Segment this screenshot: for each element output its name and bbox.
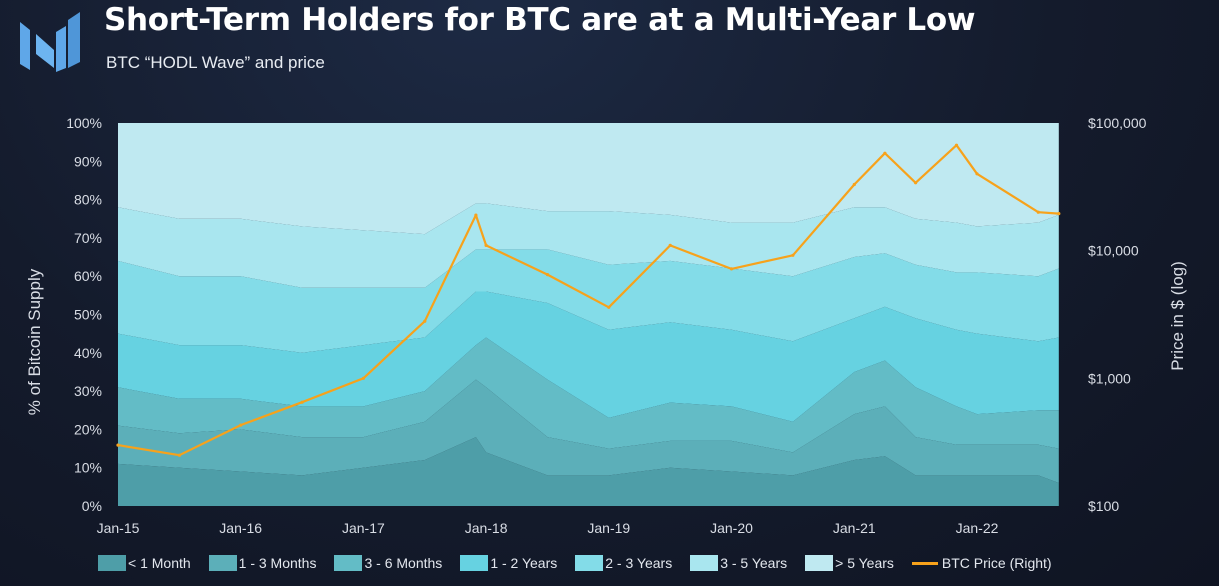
btc-price-point: [300, 400, 304, 404]
left-tick-label: 10%: [74, 460, 102, 476]
legend-swatch: [460, 555, 489, 571]
btc-price-point: [474, 213, 478, 217]
btc-price-point: [177, 453, 181, 457]
band-1-3-months: [118, 379, 1059, 483]
band-layer: [118, 123, 1059, 506]
btc-price-point: [484, 243, 488, 247]
btc-price-point: [423, 319, 427, 323]
legend-label: 1 - 3 Months: [238, 555, 317, 571]
x-tick-label: Jan-18: [465, 520, 508, 536]
x-tick-label: Jan-15: [97, 520, 140, 536]
logo-right-bar: [68, 12, 80, 68]
btc-price-line: [117, 144, 1059, 457]
btc-price-point: [729, 267, 734, 271]
btc-price-point: [883, 151, 887, 155]
legend-swatch: [334, 555, 363, 571]
btc-price-point: [914, 181, 918, 185]
band-3-6-months: [118, 337, 1059, 453]
left-tick-label: 90%: [74, 153, 102, 169]
left-tick-label: 60%: [74, 268, 102, 284]
logo-middle-right-bar: [56, 26, 66, 72]
right-axis-ticks: $100 $1,000 $10,000 $100,000: [1088, 115, 1147, 514]
legend-label: 3 - 5 Years: [720, 555, 788, 571]
left-axis-label: % of Bitcoin Supply: [25, 268, 44, 415]
btc-price-point: [852, 182, 856, 187]
legend-label: < 1 Month: [128, 555, 191, 571]
legend-item: < 1 Month: [98, 555, 191, 571]
legend-swatch: [208, 555, 237, 571]
legend-label: 1 - 2 Years: [490, 555, 558, 571]
band-2-3-years: [118, 249, 1059, 353]
btc-price-point: [668, 243, 672, 247]
legend-swatch: [98, 555, 126, 571]
left-tick-label: 100%: [66, 115, 102, 131]
legend-label: 2 - 3 Years: [605, 555, 673, 571]
legend-item: 1 - 2 Years: [460, 555, 557, 571]
chart-legend: < 1 Month 1 - 3 Months 3 - 6 Months 1 - 2 Y…: [98, 553, 1070, 573]
right-tick-label: $10,000: [1088, 243, 1139, 259]
x-tick-label: Jan-19: [587, 520, 630, 536]
legend-item: 2 - 3 Years: [575, 555, 672, 571]
btc-price-point: [116, 443, 120, 447]
band-5-years: [118, 123, 1059, 235]
btc-price-point: [239, 423, 243, 427]
logo-middle-bar: [36, 34, 54, 68]
btc-price-point: [791, 253, 795, 257]
right-tick-label: $1,000: [1088, 370, 1131, 386]
x-tick-label: Jan-21: [833, 520, 876, 536]
x-tick-label: Jan-22: [956, 520, 999, 536]
left-tick-label: 20%: [74, 421, 102, 437]
band-1-2-years: [118, 291, 1059, 422]
x-tick-label: Jan-20: [710, 520, 753, 536]
btc-price-point: [1036, 210, 1040, 214]
price-layer: [116, 143, 1061, 457]
left-tick-label: 70%: [74, 230, 102, 246]
left-axis-ticks: 0% 10% 20% 30% 40% 50% 60% 70% 80% 90% 100%: [66, 115, 102, 514]
btc-price-point: [361, 376, 365, 380]
x-tick-label: Jan-16: [219, 520, 262, 536]
legend-line-swatch: [911, 561, 938, 565]
left-tick-label: 50%: [74, 307, 102, 323]
btc-price-point: [975, 172, 979, 176]
btc-price-point: [954, 143, 959, 147]
right-tick-label: $100: [1088, 498, 1119, 514]
btc-price-point: [545, 273, 550, 277]
left-tick-label: 0%: [82, 498, 102, 514]
legend-swatch: [575, 555, 604, 571]
right-tick-label: $100,000: [1088, 115, 1147, 131]
legend-item: > 5 Years: [805, 555, 894, 571]
legend-swatch: [690, 555, 719, 571]
left-tick-label: 30%: [74, 383, 102, 399]
legend-item: 1 - 3 Months: [208, 555, 317, 571]
band-3-5-years: [118, 203, 1059, 288]
legend-label: > 5 Years: [835, 555, 894, 571]
company-logo: [20, 12, 80, 72]
legend-item: 3 - 5 Years: [690, 555, 787, 571]
logo-left-bar: [20, 22, 30, 70]
legend-label: BTC Price (Right): [941, 555, 1052, 571]
x-tick-label: Jan-17: [342, 520, 385, 536]
btc-price-point: [1057, 212, 1061, 216]
left-tick-label: 40%: [74, 345, 102, 361]
legend-swatch: [805, 555, 834, 571]
left-tick-label: 80%: [74, 192, 102, 208]
legend-label: 3 - 6 Months: [364, 555, 443, 571]
legend-item: 3 - 6 Months: [334, 555, 442, 571]
x-axis-ticks: Jan-15 Jan-16 Jan-17 Jan-18 Jan-19 Jan-20 Jan-…: [97, 520, 999, 536]
legend-item: BTC Price (Right): [911, 555, 1052, 571]
page-title: Short-Term Holders for BTC are at a Mult…: [104, 2, 976, 38]
btc-price-point: [607, 305, 611, 309]
right-axis-label: Price in $ (log): [1168, 261, 1187, 371]
band-1-month: [118, 437, 1059, 506]
page-subtitle: BTC “HODL Wave” and price: [106, 53, 325, 72]
